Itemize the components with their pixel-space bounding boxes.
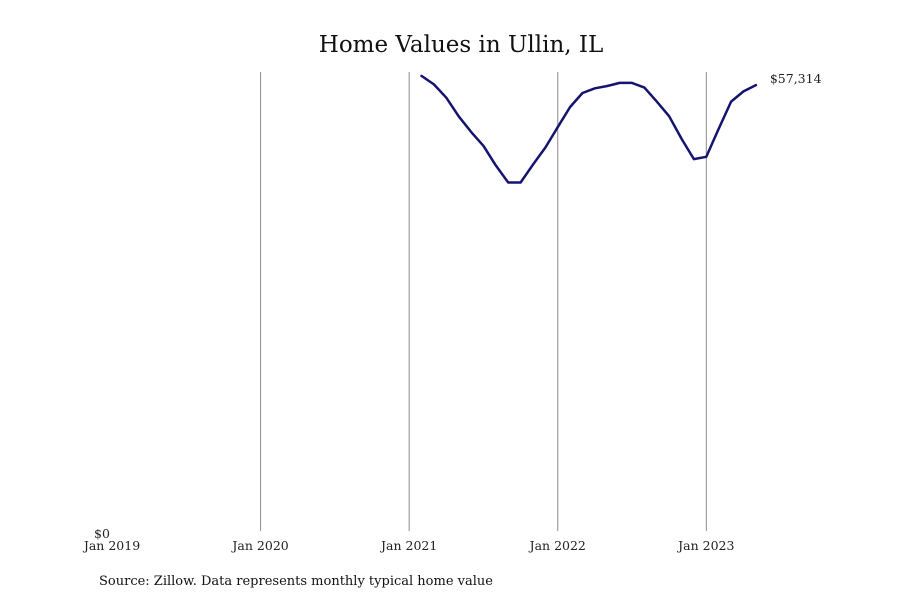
x-tick-label: Jan 2022 [528, 538, 586, 553]
x-tick-label: Jan 2020 [230, 538, 288, 553]
x-tick-label: Jan 2019 [82, 538, 140, 553]
x-tick-label: Jan 2021 [379, 538, 437, 553]
source-note: Source: Zillow. Data represents monthly … [99, 574, 493, 589]
series-layer [420, 74, 758, 184]
y-tick-label: $0 [94, 526, 110, 541]
series-line [420, 74, 758, 184]
end-value-label: $57,314 [770, 71, 822, 86]
x-axis-ticks: Jan 2019 Jan 2020 Jan 2021 Jan 2022 Jan 2023 [82, 538, 735, 553]
gridlines [260, 72, 707, 531]
y-axis-ticks: $0 [94, 526, 110, 541]
x-tick-label: Jan 2023 [676, 538, 734, 553]
chart-title: Home Values in Ullin, IL [319, 32, 603, 58]
